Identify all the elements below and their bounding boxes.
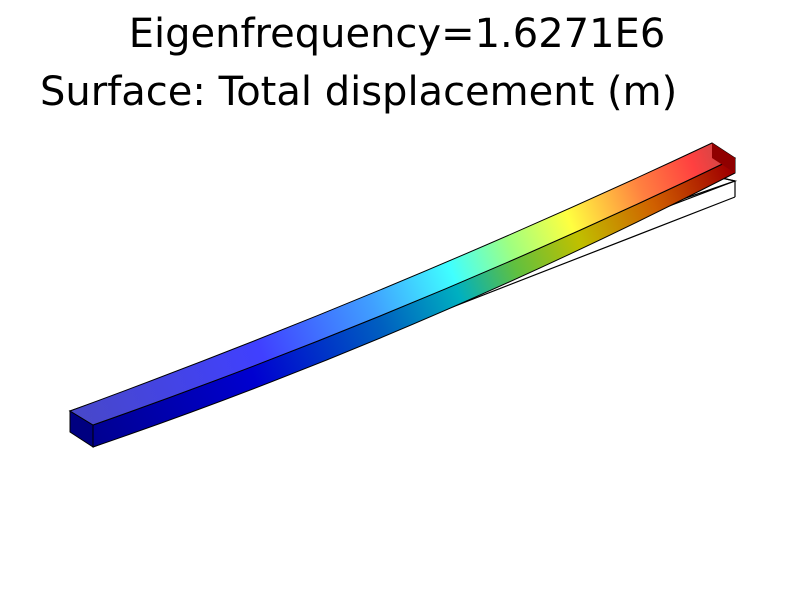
beam-top-face (68, 142, 737, 426)
deformed-beam (68, 142, 737, 448)
plot-title-eigenfrequency: Eigenfrequency=1.6271E6 (128, 11, 666, 57)
beam-right-end-face (712, 143, 735, 173)
plot-title-surface: Surface: Total displacement (m) (40, 69, 678, 115)
